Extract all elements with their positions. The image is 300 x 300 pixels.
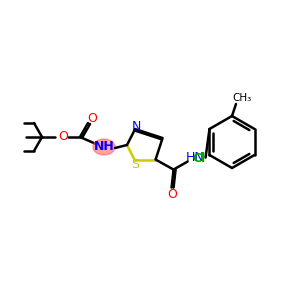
Ellipse shape	[93, 139, 115, 155]
Text: S: S	[131, 158, 140, 171]
Text: Cl: Cl	[193, 152, 206, 166]
Text: NH: NH	[94, 140, 114, 154]
Text: N: N	[132, 120, 141, 133]
Text: CH₃: CH₃	[232, 93, 252, 103]
Text: O: O	[87, 112, 97, 124]
Text: HN: HN	[186, 151, 205, 164]
Text: O: O	[58, 130, 68, 143]
Text: O: O	[168, 188, 178, 201]
